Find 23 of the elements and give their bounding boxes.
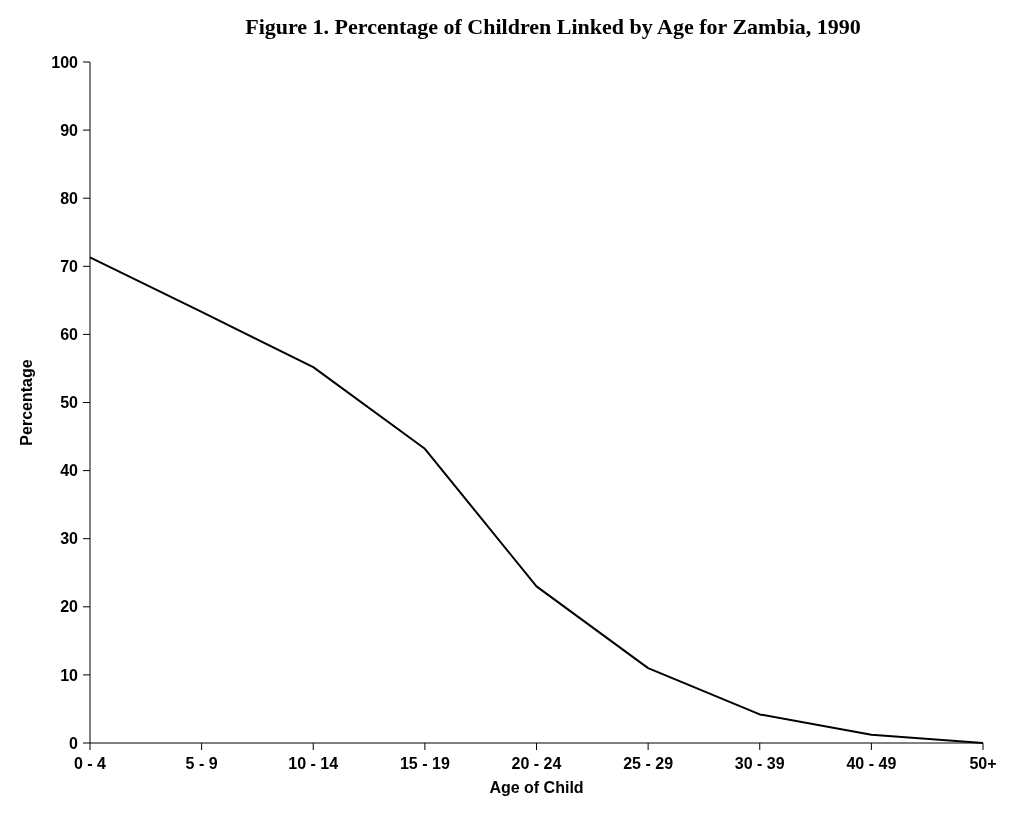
- y-tick-label: 40: [60, 462, 79, 480]
- x-tick-label: 15 - 19: [399, 755, 450, 772]
- y-axis-title: Percentage: [18, 359, 35, 446]
- x-tick-label: 0 - 4: [73, 755, 107, 772]
- y-tick-label: 50: [60, 394, 79, 412]
- x-tick-label: 50+: [969, 755, 997, 772]
- y-tick-label: 20: [60, 598, 79, 616]
- y-tick-label: 10: [60, 666, 79, 684]
- y-tick-label: 70: [60, 257, 79, 275]
- x-tick-label: 10 - 14: [288, 755, 339, 772]
- x-axis-title: Age of Child: [489, 779, 584, 796]
- x-tick-label: 25 - 29: [623, 755, 674, 772]
- chart-title: Figure 1. Percentage of Children Linked by Age for Zambia, 1990: [245, 14, 861, 39]
- x-tick-label: 30 - 39: [734, 755, 785, 772]
- x-tick-label: 5 - 9: [185, 755, 218, 772]
- y-tick-label: 80: [60, 189, 79, 207]
- y-tick-label: 100: [51, 53, 79, 71]
- y-tick-label: 60: [60, 326, 79, 343]
- y-tick-label: 90: [60, 121, 79, 139]
- y-tick-label: 0: [69, 734, 79, 752]
- x-tick-label: 40 - 49: [846, 755, 897, 772]
- x-tick-label: 20 - 24: [511, 755, 562, 772]
- y-tick-label: 30: [60, 530, 79, 548]
